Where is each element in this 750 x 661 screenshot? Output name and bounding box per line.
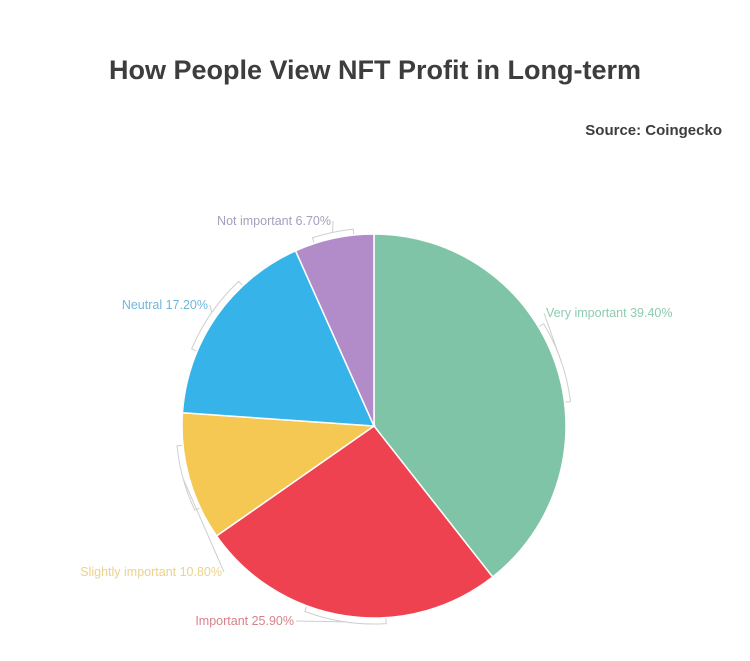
slice-important — [215, 424, 494, 619]
label-very-important: Very important 39.40% — [546, 306, 672, 320]
label-not-important: Not important 6.70% — [217, 214, 331, 228]
label-leader-line — [209, 304, 213, 313]
slice-slightly-important — [181, 411, 377, 537]
label-important: Important 25.90% — [195, 614, 294, 628]
label-leader-line — [543, 312, 562, 362]
label-slightly-important: Slightly important 10.80% — [80, 565, 222, 579]
label-leader-line — [182, 478, 225, 573]
slice-not-important — [294, 233, 375, 427]
label-leader-line — [311, 228, 355, 243]
label-leader-line — [295, 620, 345, 623]
slice-very-important — [373, 233, 567, 579]
source-label: Source: Coingecko — [585, 122, 722, 139]
label-neutral: Neutral 17.20% — [122, 298, 208, 312]
slice-neutral — [181, 249, 376, 427]
label-leader-line — [190, 280, 243, 352]
chart-title: How People View NFT Profit in Long-term — [108, 55, 642, 85]
